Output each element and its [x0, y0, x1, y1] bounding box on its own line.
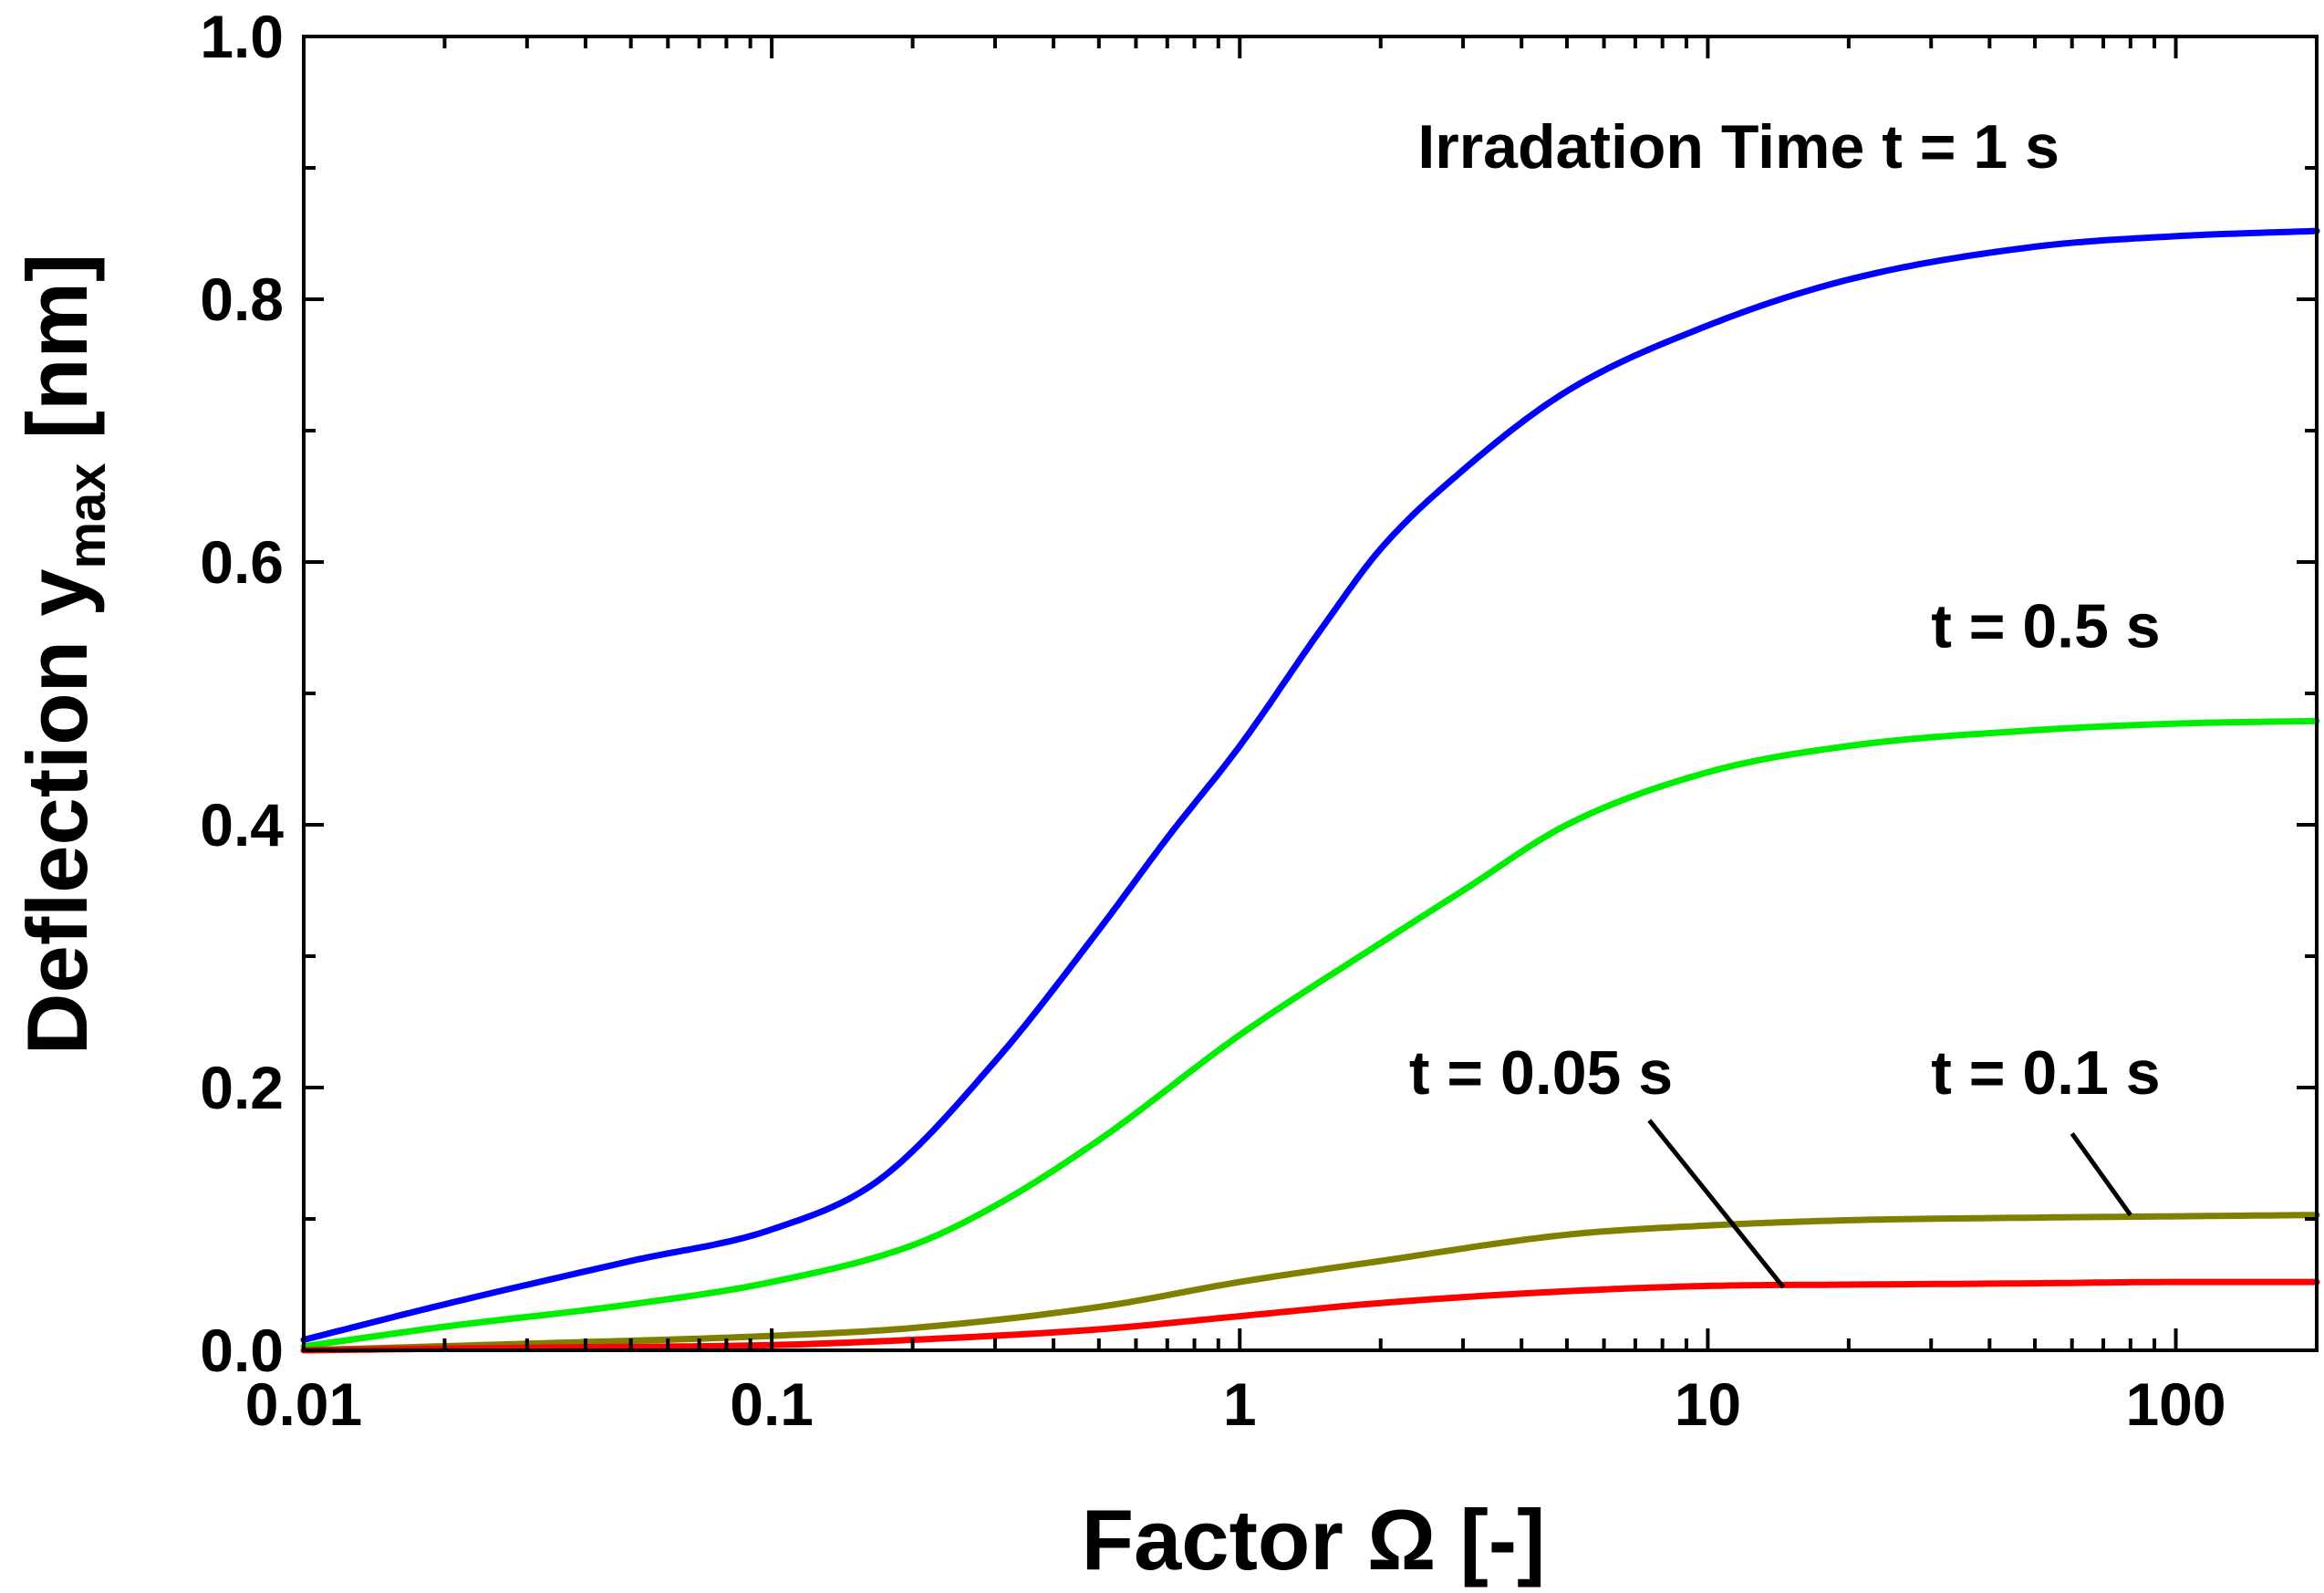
- axes-frame-layer: [302, 35, 2319, 1352]
- x-tick-label: 10: [1675, 1370, 1741, 1438]
- x-axis-title: Factor Ω [-]: [1082, 1492, 1546, 1588]
- plot-frame: [302, 35, 2319, 1352]
- y-tick-label: 1.0: [200, 3, 284, 70]
- annotation-t-1-s: Irradation Time t = 1 s: [1417, 112, 2059, 182]
- y-tick-label: 0.8: [200, 266, 284, 333]
- tick-labels-layer: 0.0 0.2 0.4 0.6 0.8 1.0 0.01 0.1 1 10 100: [200, 3, 2225, 1438]
- annotation-t-0-1-s: t = 0.1 s: [1931, 1038, 2160, 1108]
- leader-line-t-0-05-s: [1647, 1119, 1786, 1289]
- series-line-t-1-s: [300, 227, 2320, 1343]
- x-tick-label: 100: [2125, 1370, 2225, 1438]
- leader-line-t-0-1-s: [2070, 1131, 2132, 1217]
- y-tick-label: 0.2: [200, 1054, 284, 1121]
- y-tick-label: 0.0: [200, 1317, 284, 1384]
- y-tick-label: 0.4: [200, 791, 284, 859]
- annotation-t-0-5-s: t = 0.5 s: [1931, 592, 2160, 661]
- series-line-t-0-5-s: [300, 717, 2320, 1350]
- series-layer: [300, 227, 2320, 1354]
- annotation-t-0-05-s: t = 0.05 s: [1409, 1038, 1673, 1108]
- y-axis-title: Deflection ymax [nm]: [9, 254, 117, 1056]
- y-tick-label: 0.6: [200, 528, 284, 596]
- x-tick-label: 0.1: [730, 1370, 814, 1438]
- x-tick-label: 0.01: [245, 1370, 362, 1438]
- x-tick-label: 1: [1223, 1370, 1257, 1438]
- annotations-layer: Irradation Time t = 1 s t = 0.5 s t = 0.05…: [1409, 112, 2161, 1289]
- ticks-layer: [302, 35, 2319, 1352]
